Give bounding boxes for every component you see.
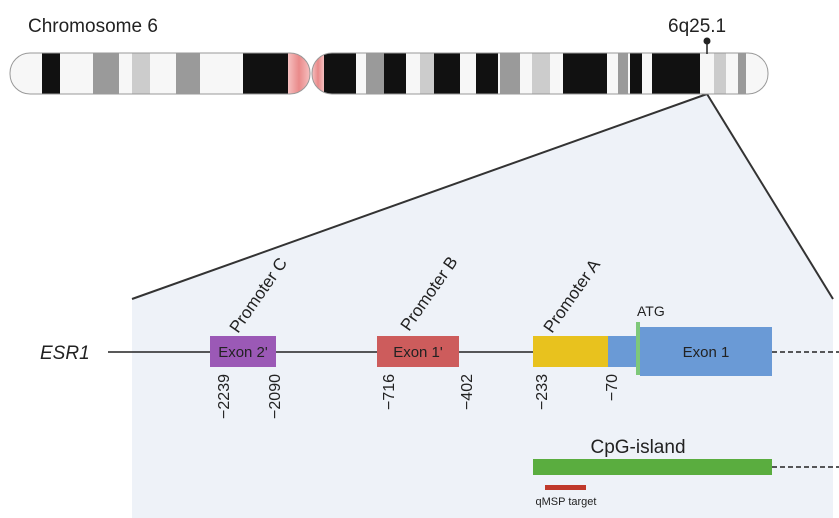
position-label: −70 xyxy=(604,374,621,401)
chromosome-p-arm xyxy=(10,53,310,94)
band xyxy=(532,53,550,94)
position-label: −233 xyxy=(534,374,551,410)
promoter-a-box xyxy=(533,336,608,367)
exon-1-label: Exon 1 xyxy=(683,344,730,361)
band xyxy=(132,53,150,94)
exon-1-prime-box xyxy=(377,336,459,367)
band xyxy=(366,53,384,94)
position-label: −2239 xyxy=(216,374,233,419)
zoom-line-right xyxy=(706,93,834,300)
exon-1-box xyxy=(640,327,772,376)
cpg-island-bar xyxy=(533,459,772,475)
band-pin-head xyxy=(703,37,711,45)
band xyxy=(42,53,60,94)
chromosome-title: Chromosome 6 xyxy=(28,16,158,37)
exon-1-prime-label: Exon 1' xyxy=(393,344,443,361)
atg-label: ATG xyxy=(637,303,665,319)
chromosome-q-arm xyxy=(312,53,768,94)
atg-marker xyxy=(636,322,640,375)
band xyxy=(288,53,310,94)
gene-name: ESR1 xyxy=(40,343,90,364)
band xyxy=(618,53,628,94)
band-label: 6q25.1 xyxy=(668,16,726,37)
band xyxy=(563,53,607,94)
band xyxy=(500,53,520,94)
position-label: −402 xyxy=(459,374,476,410)
band xyxy=(384,53,406,94)
zoom-line-left xyxy=(131,93,708,300)
band xyxy=(176,53,200,94)
band xyxy=(476,53,498,94)
position-label: −716 xyxy=(381,374,398,410)
band xyxy=(243,53,288,94)
zoom-panel xyxy=(132,94,833,518)
qmsp-target-label: qMSP target xyxy=(536,496,597,508)
band xyxy=(434,53,460,94)
band xyxy=(714,53,726,94)
band xyxy=(630,53,642,94)
band xyxy=(324,53,356,94)
band xyxy=(93,53,119,94)
qmsp-target-bar xyxy=(545,485,586,490)
exon-2-prime-label: Exon 2' xyxy=(218,344,268,361)
band xyxy=(652,53,700,94)
cpg-island-label: CpG-island xyxy=(590,437,685,458)
band xyxy=(738,53,746,94)
chromosome-ideogram xyxy=(9,52,769,95)
position-label: −2090 xyxy=(267,374,284,419)
exon-2-prime-box xyxy=(210,336,276,367)
utr-box xyxy=(608,336,636,367)
band xyxy=(420,53,434,94)
